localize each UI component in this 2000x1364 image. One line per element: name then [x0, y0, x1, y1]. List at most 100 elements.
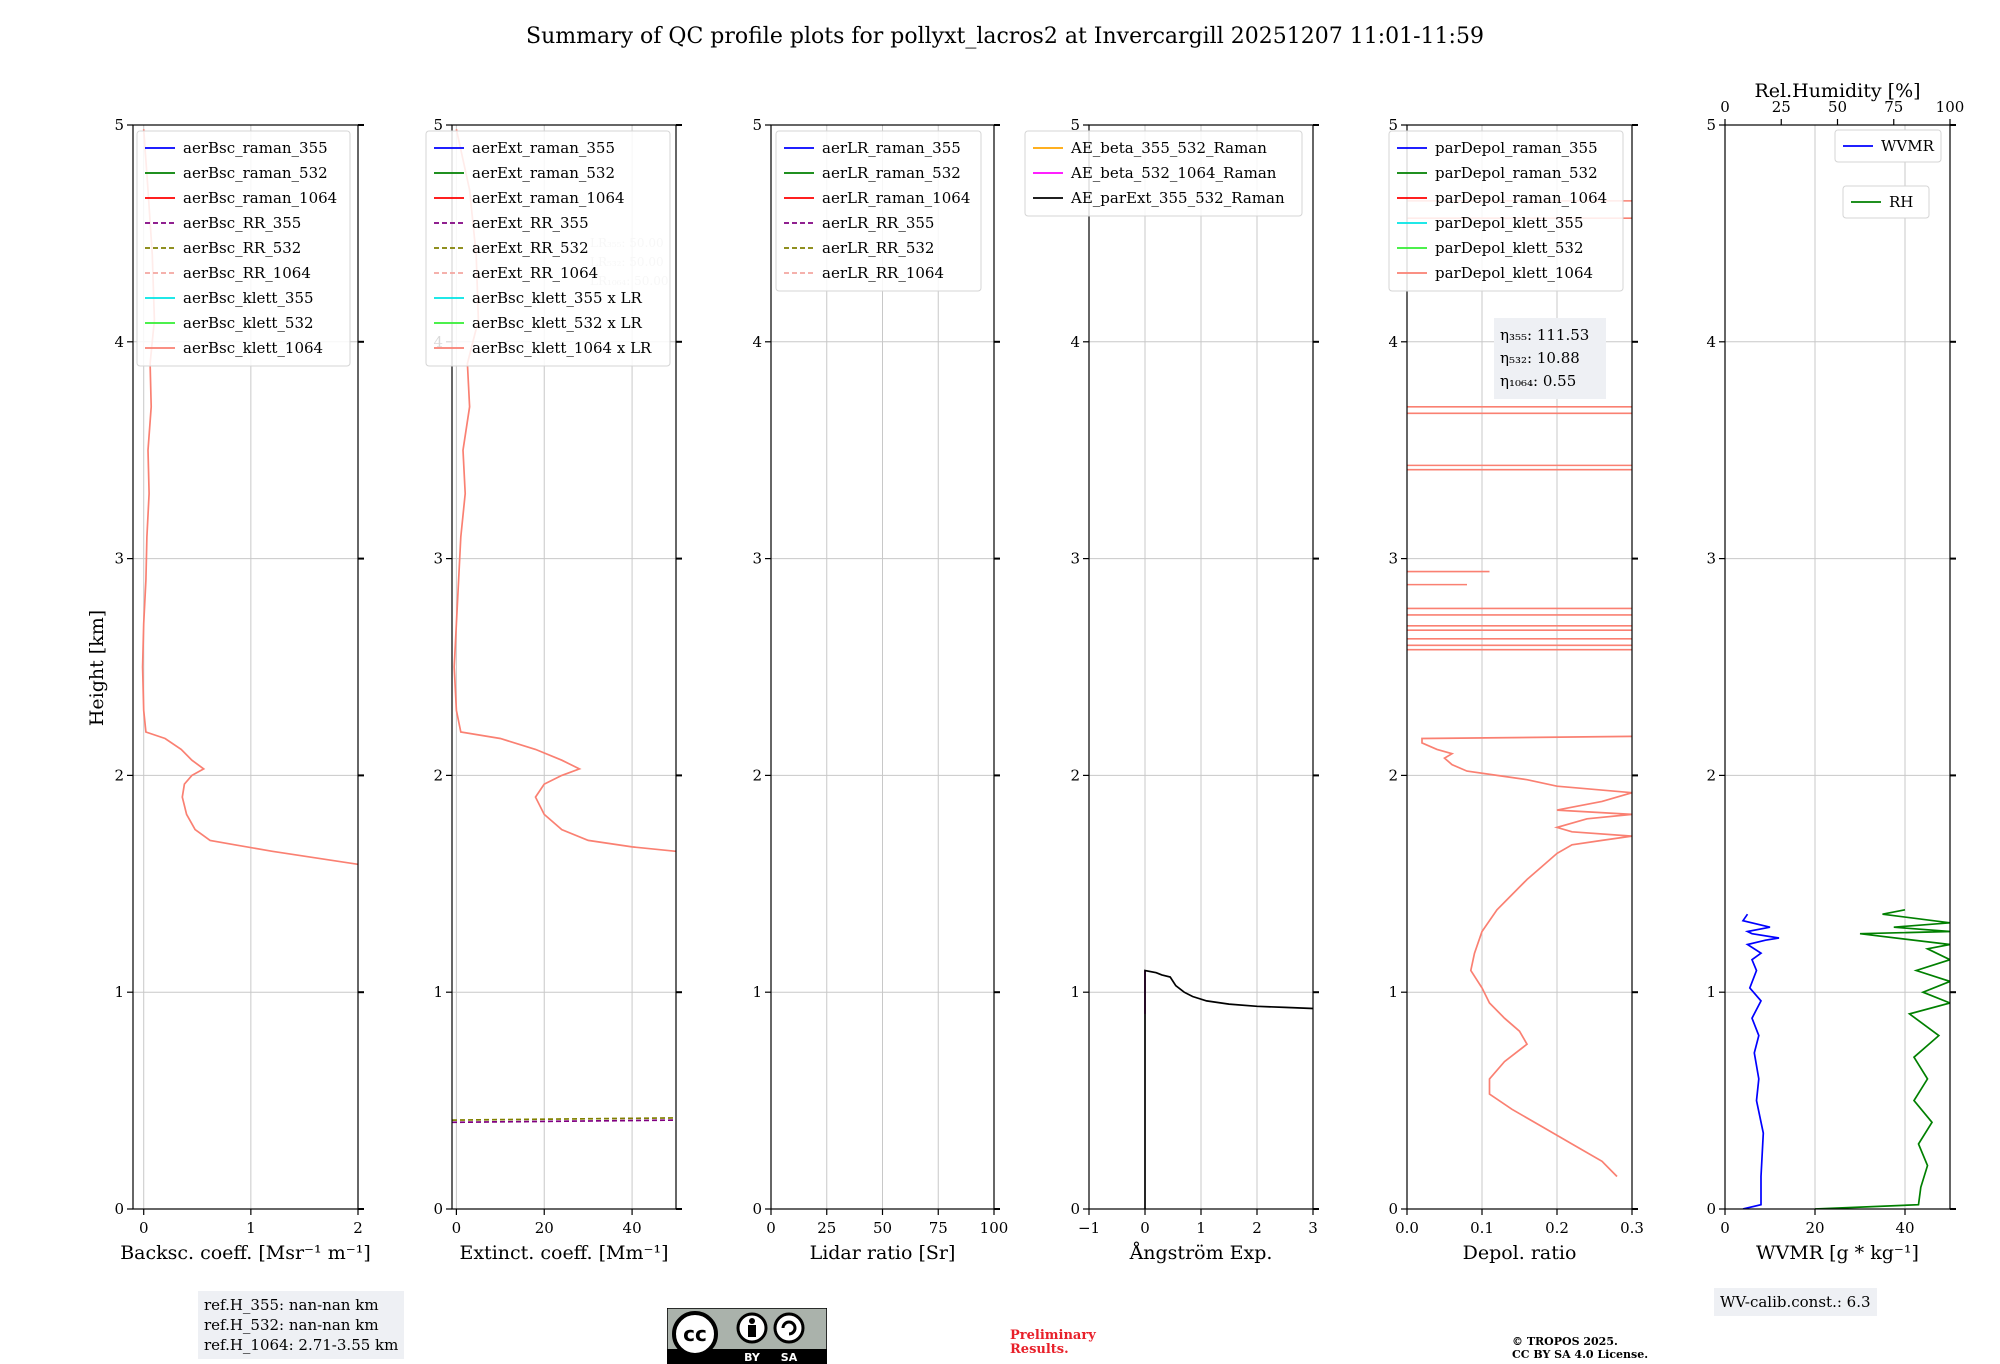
legend-label-bsc-1: aerBsc_raman_532 [183, 164, 328, 182]
legend-label-ext-4: aerExt_RR_532 [472, 239, 589, 257]
annotation-depol-0: η₃₅₅: 111.53 [1500, 326, 1589, 344]
legend-label-ext-3: aerExt_RR_355 [472, 214, 589, 232]
legend-label-ext-7: aerBsc_klett_532 x LR [472, 314, 643, 332]
series-aerext-rr-355 [452, 1119, 676, 1124]
legend-ae: AE_beta_355_532_Raman AE_beta_532_1064_Ra… [1024, 130, 1303, 217]
preliminary-line-2: Results. [1010, 1342, 1069, 1357]
ytick-label-depol-2: 2 [1388, 766, 1398, 784]
legend-label-ae-0: AE_beta_355_532_Raman [1070, 139, 1267, 157]
series-rh [1814, 908, 1950, 1209]
xtick-label-depol-1: 0.1 [1470, 1219, 1494, 1237]
xtick-label-ae-2: 1 [1196, 1219, 1206, 1237]
xtick-label-bsc-2: 2 [353, 1219, 363, 1237]
legend-label-bsc-6: aerBsc_klett_355 [183, 289, 314, 307]
axes-frame-ext [451, 124, 677, 1210]
ytick-label-lr-1: 1 [752, 983, 762, 1001]
ytick-label-depol-3: 3 [1388, 550, 1398, 568]
plot-area-ext [452, 129, 676, 1124]
xtick-label-lr-3: 75 [929, 1219, 948, 1237]
xtick-label-ae-4: 3 [1308, 1219, 1318, 1237]
legend-label-wv-0: WVMR [1881, 137, 1935, 155]
legend-box-ae [1024, 130, 1303, 217]
xtick-label-wv-1: 20 [1805, 1219, 1824, 1237]
ytick-label-depol-1: 1 [1388, 983, 1398, 1001]
legend-box-bsc [136, 130, 351, 367]
legend-label-depol-3: parDepol_klett_355 [1435, 214, 1584, 232]
legend-box-lr [775, 130, 982, 292]
legend-label-ext-8: aerBsc_klett_1064 x LR [472, 339, 652, 357]
legend-label-bsc-3: aerBsc_RR_355 [183, 214, 301, 232]
legend-ext: aerExt_raman_355 aerExt_raman_532 aerExt_r… [425, 130, 671, 367]
legend-wv: WVMR RH [1834, 129, 1942, 219]
top-axis-label: Rel.Humidity [%] [1754, 80, 1920, 102]
xtick-label-depol-0: 0.0 [1395, 1219, 1419, 1237]
ytick-label-depol-4: 4 [1388, 333, 1398, 351]
copyright-line-2: CC BY SA 4.0 License. [1512, 1348, 1649, 1361]
legend-label-wv-1: RH [1889, 193, 1913, 211]
xtick-label-ext-1: 20 [535, 1219, 554, 1237]
series-aerext-rr-532 [452, 1117, 676, 1121]
xtick-label-depol-3: 0.3 [1620, 1219, 1644, 1237]
plot-area-wv [1741, 908, 1950, 1209]
cc-logo-text: cc [683, 1322, 707, 1346]
ytick-label-lr-3: 3 [752, 550, 762, 568]
ytick-label-bsc-0: 0 [114, 1200, 124, 1218]
ytick-label-ae-4: 4 [1070, 333, 1080, 351]
annotation-depol-1: η₅₃₂: 10.88 [1500, 349, 1580, 367]
badge-by-label: BY [744, 1351, 761, 1364]
legend-box-depol [1388, 130, 1624, 292]
top-xtick-label-4: 100 [1936, 98, 1965, 116]
x-axis-label-depol: Depol. ratio [1463, 1242, 1577, 1264]
axes-frame-wv [1724, 124, 1951, 1210]
xtick-label-ae-3: 2 [1252, 1219, 1262, 1237]
sa-arrow [781, 1320, 797, 1336]
ytick-label-ae-5: 5 [1070, 116, 1080, 134]
by-person-body [748, 1325, 756, 1337]
ytick-label-bsc-2: 2 [114, 766, 124, 784]
panel-depol: 0 1 2 3 4 5 0.0 0.1 0.2 0.3 Depol. ratio η₃₅₅: 111.… [1388, 116, 1643, 1264]
ytick-label-ext-1: 1 [433, 983, 443, 1001]
ytick-label-depol-0: 0 [1388, 1200, 1398, 1218]
annotations-depol: η₃₅₅: 111.53 η₅₃₂: 10.88 η₁₀₆₄: 0.55 [1494, 318, 1606, 399]
xtick-label-ae-0: −1 [1078, 1219, 1100, 1237]
xtick-label-lr-4: 100 [980, 1219, 1009, 1237]
top-xtick-label-2: 50 [1828, 98, 1847, 116]
ytick-label-bsc-1: 1 [114, 983, 124, 1001]
xtick-label-wv-2: 40 [1895, 1219, 1914, 1237]
ytick-label-ae-2: 2 [1070, 766, 1080, 784]
ytick-label-bsc-3: 3 [114, 550, 124, 568]
x-axis-label-bsc: Backsc. coeff. [Msr⁻¹ m⁻¹] [120, 1242, 371, 1264]
top-xtick-label-0: 0 [1720, 98, 1730, 116]
cc-logo-icon [672, 1311, 718, 1357]
legend-label-ext-2: aerExt_raman_1064 [472, 189, 625, 207]
xtick-label-depol-2: 0.2 [1545, 1219, 1569, 1237]
legend-label-depol-4: parDepol_klett_532 [1435, 239, 1584, 257]
legend-label-bsc-8: aerBsc_klett_1064 [183, 339, 323, 357]
legend-label-ext-5: aerExt_RR_1064 [472, 264, 598, 282]
legend-label-bsc-2: aerBsc_raman_1064 [183, 189, 337, 207]
legend-label-ae-2: AE_parExt_355_532_Raman [1070, 189, 1285, 207]
legend-label-bsc-5: aerBsc_RR_1064 [183, 264, 311, 282]
legend-label-depol-1: parDepol_raman_532 [1435, 164, 1598, 182]
copyright-line-1: © TROPOS 2025. [1512, 1335, 1618, 1348]
series-pardepol-klett-1064 [1421, 735, 1632, 1178]
legend-depol: parDepol_raman_355 parDepol_raman_532 parD… [1388, 130, 1624, 292]
top-xtick-label-1: 25 [1772, 98, 1791, 116]
xtick-label-bsc-0: 0 [139, 1219, 149, 1237]
legend-label-ext-1: aerExt_raman_532 [472, 164, 615, 182]
x-axis-label-lr: Lidar ratio [Sr] [810, 1242, 956, 1264]
xtick-label-bsc-1: 1 [246, 1219, 256, 1237]
series-aerbsc-klett-1064-x-lr [453, 129, 676, 853]
x-axis-label-ae: Ångström Exp. [1129, 1242, 1273, 1264]
panel-ext: 01234502040Extinct. coeff. [Mm⁻¹]LR₃₅₅: … [425, 116, 682, 1264]
ytick-label-ext-2: 2 [433, 766, 443, 784]
ytick-label-lr-2: 2 [752, 766, 762, 784]
legend-label-ae-1: AE_beta_532_1064_Raman [1070, 164, 1277, 182]
legend-box-wv-1 [1842, 185, 1930, 219]
ytick-label-lr-5: 5 [752, 116, 762, 134]
y-axis-label: Height [km] [86, 610, 108, 726]
ref-height-532: ref.H_532: nan-nan km [204, 1316, 379, 1334]
legend-label-lr-1: aerLR_raman_532 [822, 164, 961, 182]
